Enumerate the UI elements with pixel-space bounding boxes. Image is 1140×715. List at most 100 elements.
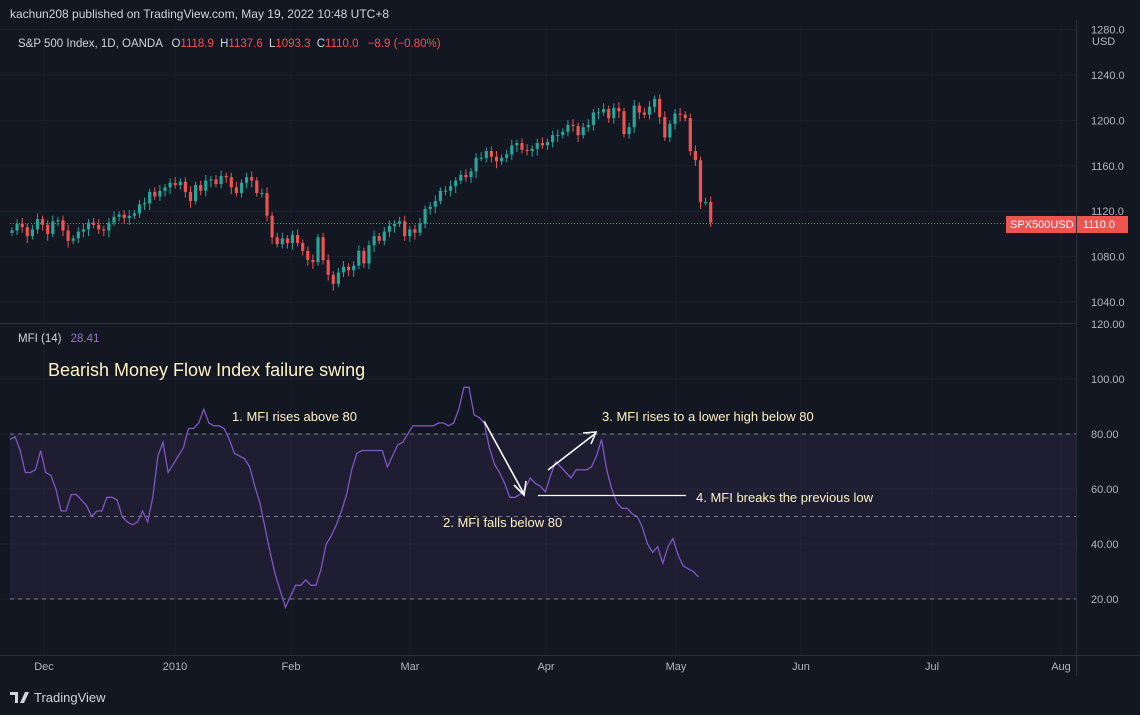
candle-body xyxy=(137,204,142,214)
mfi-scale-ticks: 120.00 100.00 80.00 60.00 40.00 20.00 xyxy=(1091,319,1125,606)
price-tick-label: 1040.0 xyxy=(1091,297,1125,309)
price-tick-label: 1160.0 xyxy=(1091,161,1124,173)
candle-body xyxy=(474,157,478,172)
candle-body xyxy=(428,206,432,209)
time-axis[interactable]: Dec 2010 Feb Mar Apr May Jun Jul Aug xyxy=(0,655,1140,674)
candle-body xyxy=(433,200,437,207)
time-tick-label: Feb xyxy=(282,661,301,673)
candle-body xyxy=(10,230,14,233)
candle-body xyxy=(479,157,483,159)
candle-body xyxy=(71,238,75,241)
annotation-step-4: 4. MFI breaks the previous low xyxy=(696,490,874,505)
candle-body xyxy=(438,190,442,201)
candle-body xyxy=(387,225,391,232)
candle-body xyxy=(35,219,40,230)
candle-body xyxy=(112,216,116,223)
candle-body xyxy=(173,182,177,186)
candle-body xyxy=(290,235,295,243)
tradingview-logo[interactable]: TradingView xyxy=(10,690,106,705)
candle-body xyxy=(489,151,493,157)
candle-body xyxy=(296,235,300,243)
candle-body xyxy=(581,127,585,136)
price-badge xyxy=(1077,216,1128,233)
arrow-falls-below-80-head xyxy=(513,480,527,497)
candle-body xyxy=(454,180,458,187)
price-scale-ticks: 1280.0 1240.0 1200.0 1160.0 1120.0 1080.0 1040… xyxy=(1091,25,1125,309)
candle-body xyxy=(209,179,213,181)
time-tick-label: Apr xyxy=(537,661,554,673)
mfi-tick-label: 40.00 xyxy=(1091,539,1119,551)
candle-body xyxy=(224,176,228,178)
candle-body xyxy=(102,229,106,231)
candle-body xyxy=(494,156,499,162)
candle-body xyxy=(515,143,519,146)
time-tick-label: Mar xyxy=(401,661,420,673)
candle-body xyxy=(372,236,376,246)
candle-body xyxy=(51,221,55,234)
candle-body xyxy=(535,143,539,149)
candle-body xyxy=(673,113,677,124)
candle-body xyxy=(76,231,80,239)
candle-body xyxy=(25,227,29,237)
candle-body xyxy=(234,187,238,194)
candle-body xyxy=(510,145,514,155)
candle-body xyxy=(270,215,274,238)
arrow-rises-lower-high xyxy=(547,432,597,471)
price-scale[interactable]: 1280.0 1240.0 1200.0 1160.0 1120.0 1080.0 1040… xyxy=(1076,20,1125,676)
candle-body xyxy=(408,229,412,237)
candle-body xyxy=(280,238,284,245)
candle-body xyxy=(260,193,264,195)
candle-body xyxy=(285,238,289,243)
candle-body xyxy=(56,220,60,222)
candle-body xyxy=(347,266,351,271)
annotation-step-3: 3. MFI rises to a lower high below 80 xyxy=(602,409,814,424)
candle-body xyxy=(357,250,361,266)
legend-high-value: 1137.6 xyxy=(228,38,262,50)
candle-body xyxy=(382,231,386,241)
candle-body xyxy=(66,230,70,241)
candle-body xyxy=(86,222,91,230)
candle-body xyxy=(188,191,193,201)
candle-body xyxy=(561,131,565,136)
candle-body xyxy=(545,141,550,146)
candle-body xyxy=(163,187,167,191)
candle-body xyxy=(556,135,560,137)
legend-open-value: 1118.9 xyxy=(180,38,213,50)
candle-body xyxy=(336,272,340,284)
annotation-step-2: 2. MFI falls below 80 xyxy=(443,515,562,530)
candle-body xyxy=(61,220,65,231)
candle-body xyxy=(693,151,697,161)
legend-open-label: O xyxy=(171,38,180,50)
candle-body xyxy=(245,177,249,183)
candle-body xyxy=(683,114,687,119)
candlestick-series xyxy=(10,94,713,291)
candle-body xyxy=(127,215,131,219)
candle-body xyxy=(698,160,703,203)
candle-body xyxy=(148,191,152,204)
candle-body xyxy=(306,250,310,261)
candle-body xyxy=(229,177,233,188)
candle-body xyxy=(607,109,611,119)
candle-body xyxy=(576,126,580,136)
ohlc-legend[interactable]: S&P 500 Index, 1D, OANDA O1118.9 H1137.6… xyxy=(18,38,441,50)
price-tick-label: 1120.0 xyxy=(1091,206,1124,218)
mfi-tick-label: 60.00 xyxy=(1091,484,1119,496)
candle-body xyxy=(204,180,208,191)
candle-body xyxy=(449,186,453,191)
candle-body xyxy=(46,224,50,234)
mfi-legend[interactable]: MFI (14) 28.41 xyxy=(18,333,99,345)
candle-body xyxy=(647,106,652,115)
candle-body xyxy=(653,98,657,107)
time-tick-label: May xyxy=(666,661,687,673)
arrow-falls-below-80 xyxy=(483,420,525,495)
candle-body xyxy=(591,112,595,125)
mfi-pane[interactable]: Bearish Money Flow Index failure swing 1… xyxy=(0,360,1076,610)
candle-body xyxy=(418,223,422,233)
candle-body xyxy=(622,111,626,135)
price-pane[interactable] xyxy=(0,24,1076,655)
candle-body xyxy=(214,179,218,184)
candle-body xyxy=(596,112,601,114)
mfi-tick-label: 80.00 xyxy=(1091,429,1119,441)
candle-body xyxy=(530,148,534,152)
